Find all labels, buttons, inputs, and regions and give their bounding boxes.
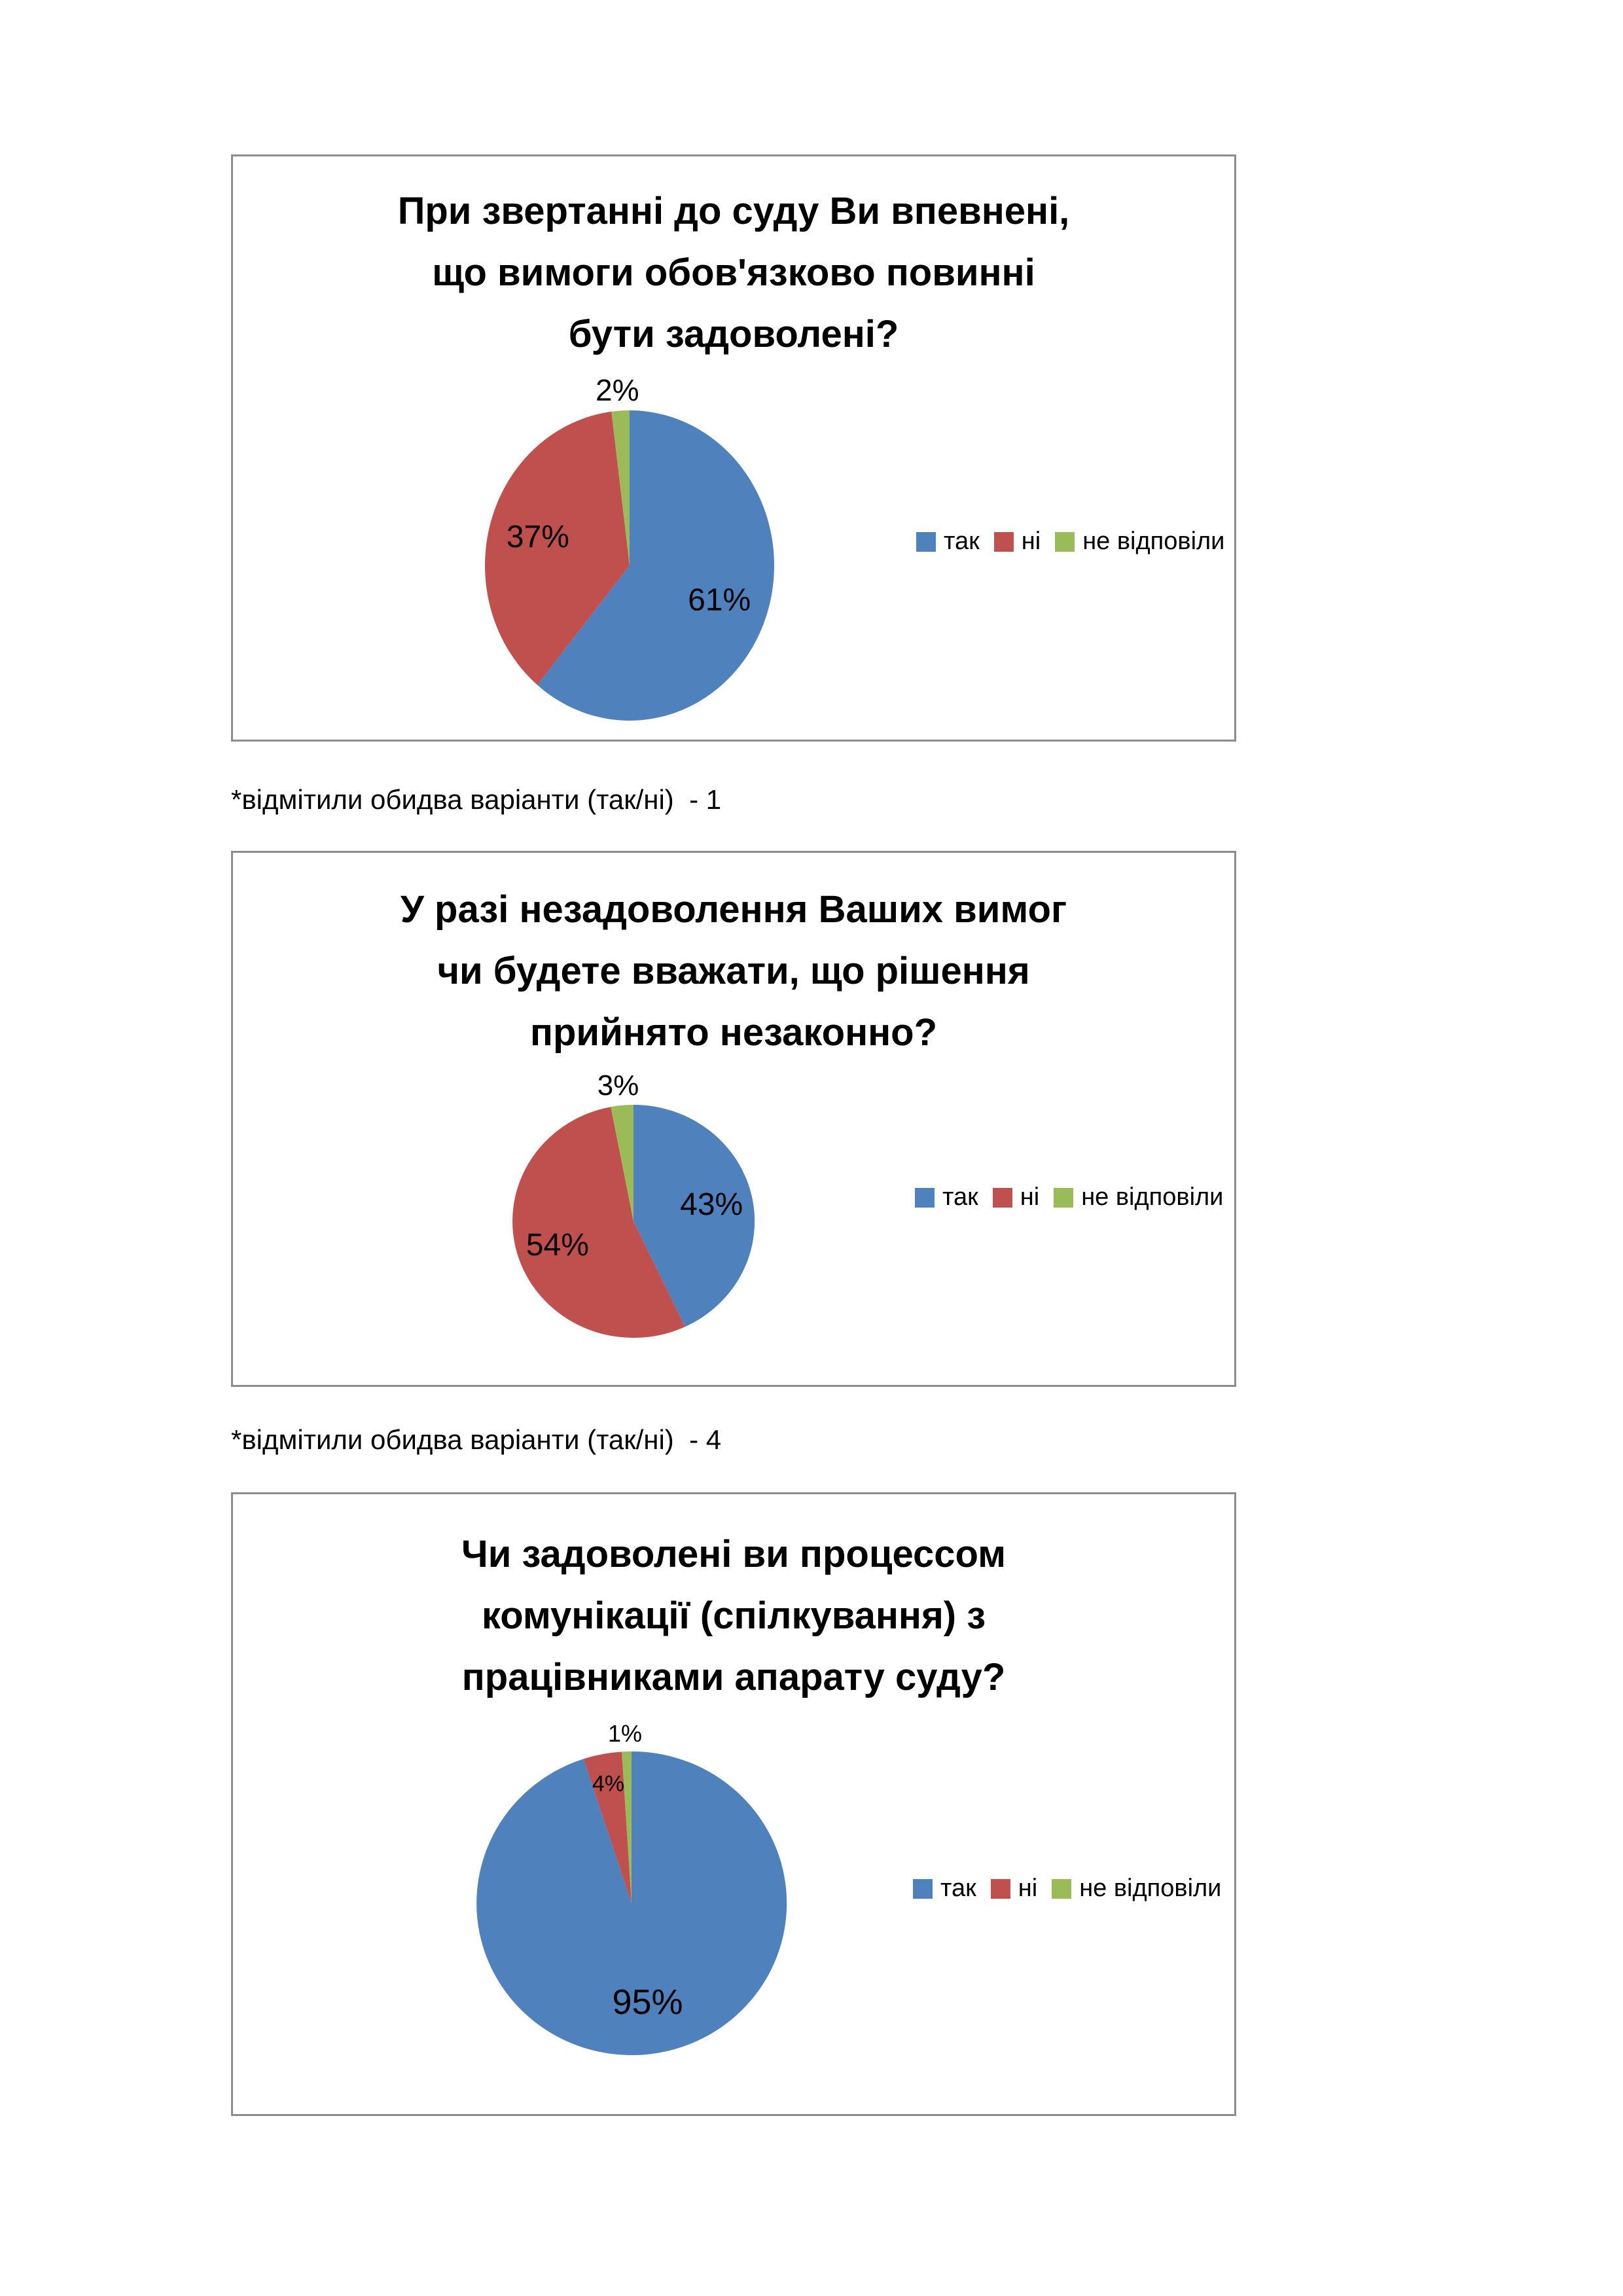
pie-slice-ні [512,1107,685,1338]
legend-label-ni: ні [1018,1874,1038,1902]
legend-item-tak: так [913,1874,976,1903]
pie-label-не відповіли: 2% [596,373,639,407]
pie-label-ні: 54% [526,1228,589,1263]
chart-title-line: При звертанні до суду Ви впевнені, [397,190,1070,232]
chart-title-line: що вимоги обов'язково повинні [432,251,1035,294]
legend-swatch-ne-vidpovily [1054,1187,1074,1208]
pie-label-ні: 4% [592,1772,624,1797]
legend-label-ne-vidpovily: не відповіли [1079,1874,1222,1902]
legend-swatch-ne-vidpovily [1052,1878,1072,1899]
legend-label-ne-vidpovily: не відповіли [1081,1183,1224,1211]
legend-swatch-ne-vidpovily [1055,531,1075,552]
chart-panel-3: Чи задоволені ви процессом комунікації (… [231,1492,1236,2116]
pie-label-не відповіли: 3% [597,1069,639,1102]
legend-label-tak: так [944,528,980,555]
chart-title-2: У разі незадоволення Ваших вимог чи буде… [233,879,1234,1064]
chart-title-line: У разі незадоволення Ваших вимог [400,888,1067,931]
pie-chart-1: 61% 37% 2% [485,373,774,721]
chart-panel-1: При звертанні до суду Ви впевнені, що ви… [231,154,1236,742]
legend-swatch-tak [915,1187,935,1208]
pie-chart-2: 43% 54% 3% [512,1069,755,1338]
pie-slice-ні [485,411,630,685]
pie-slice-так [537,410,774,721]
legend-swatch-tak [916,531,936,552]
pie-slice-ні [583,1751,632,1903]
pie-label-так: 95% [612,1982,683,2022]
pie-label-так: 43% [680,1187,743,1222]
legend-label-ni: ні [1021,528,1041,555]
chart-panel-2: У разі незадоволення Ваших вимог чи буде… [231,851,1236,1387]
chart-title-line: бути задоволені? [568,313,899,355]
legend-item-ne-vidpovily: не відповіли [1052,1874,1221,1903]
legend-item-ni: ні [992,1183,1040,1211]
pie-slice-не відповіли [622,1751,632,1903]
legend-item-ni: ні [990,1874,1038,1903]
legend-label-tak: так [942,1183,978,1211]
pie-label-не відповіли: 1% [608,1720,642,1747]
chart-title-1: При звертанні до суду Ви впевнені, що ви… [233,181,1234,365]
legend-swatch-ni [992,1187,1012,1208]
legend-item-tak: так [915,1183,978,1211]
pie-chart-3: 95% 4% 1% [476,1720,787,2055]
footnote-1: *відмітили обидва варіанти (так/ні) - 1 [231,784,722,815]
legend-1: так ні не відповіли [916,528,1239,556]
chart-title-line: Чи задоволені ви процессом [461,1533,1007,1575]
chart-title-3: Чи задоволені ви процессом комунікації (… [233,1524,1234,1708]
pie-label-так: 61% [688,583,751,618]
legend-swatch-ni [990,1878,1010,1899]
legend-item-ni: ні [993,528,1041,556]
pie-slice-так [633,1105,755,1327]
footnote-2: *відмітили обидва варіанти (так/ні) - 4 [231,1424,722,1455]
legend-item-tak: так [916,528,980,556]
chart-title-line: комунікації (спілкування) з [481,1594,986,1637]
chart-title-line: працівниками апарату суду? [461,1656,1006,1698]
legend-label-tak: так [940,1874,976,1902]
chart-title-line: чи будете вважати, що рішення [437,950,1030,992]
pie-slice-не відповіли [611,410,630,565]
legend-label-ni: ні [1020,1183,1040,1211]
legend-swatch-tak [913,1878,933,1899]
pie-label-ні: 37% [507,520,569,554]
legend-2: так ні не відповіли [915,1183,1238,1211]
legend-label-ne-vidpovily: не відповіли [1082,528,1225,555]
legend-item-ne-vidpovily: не відповіли [1054,1183,1223,1211]
pie-slice-не відповіли [611,1105,633,1221]
legend-swatch-ni [993,531,1014,552]
legend-item-ne-vidpovily: не відповіли [1055,528,1224,556]
legend-3: так ні не відповіли [913,1874,1236,1903]
pie-slice-так [476,1751,787,2055]
chart-title-line: прийнято незаконно? [529,1011,938,1054]
